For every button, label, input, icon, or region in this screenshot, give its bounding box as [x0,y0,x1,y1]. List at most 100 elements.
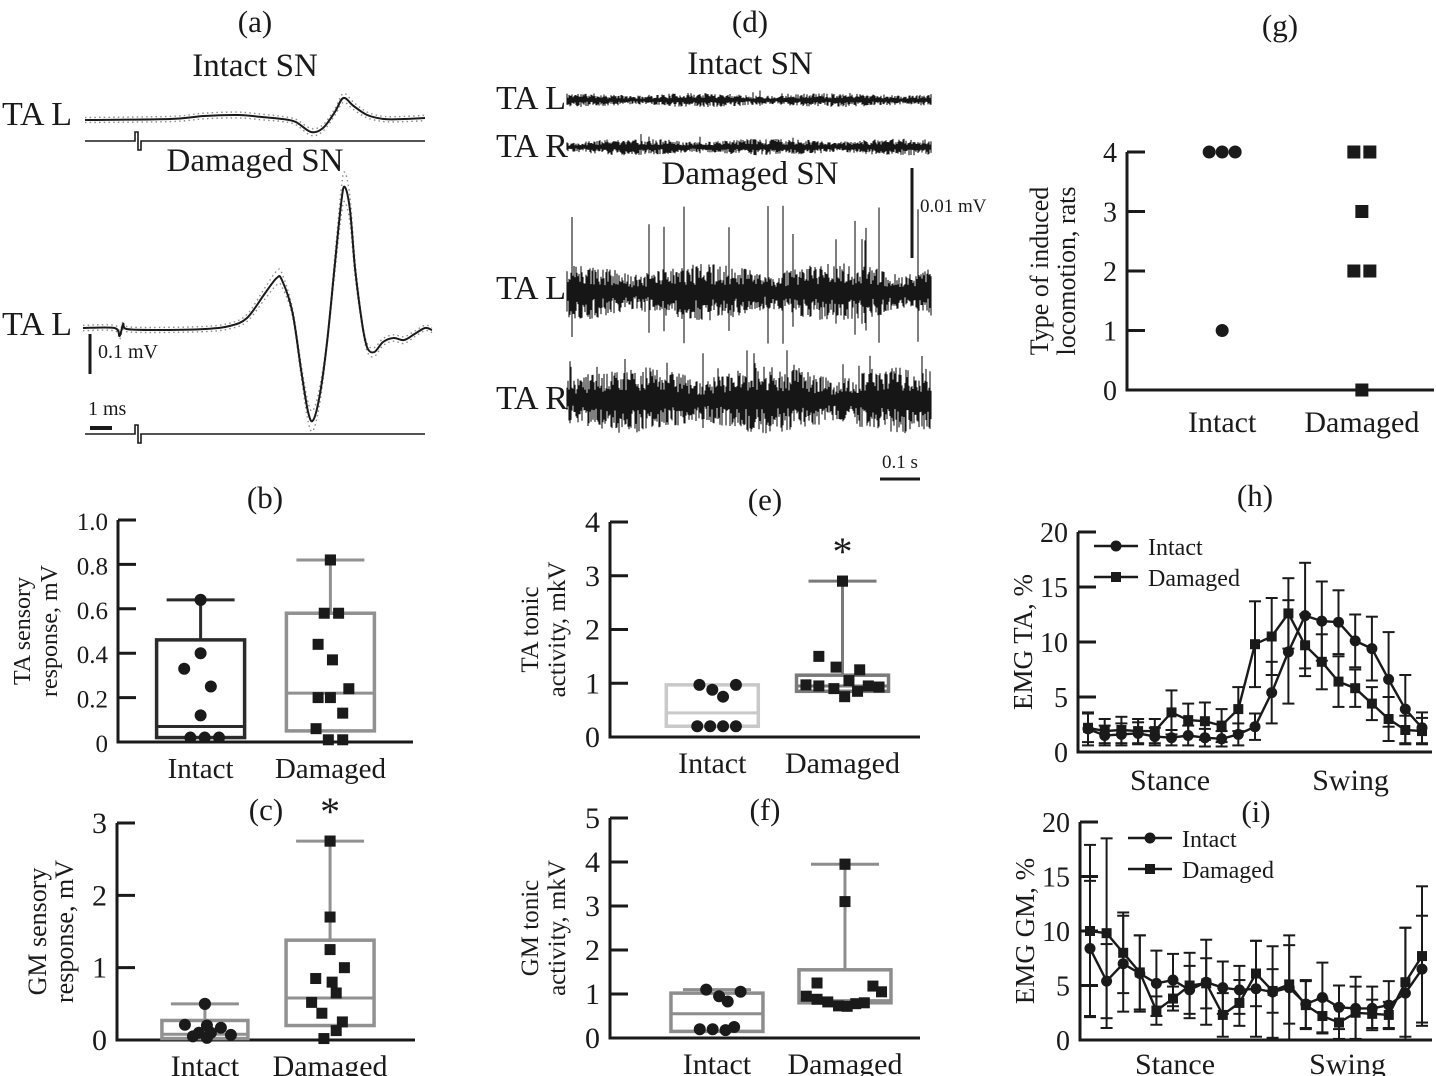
data-point-square [1085,926,1095,936]
data-point-circle [1215,145,1229,159]
data-point-circle [713,990,726,1003]
panel-f-chart: 0 1 2 3 4 5 GM tonic activity, mkV Intact Damaged [517,802,920,1076]
data-point-circle [198,731,211,744]
y-tick-label: 5 [585,802,600,835]
evoked-trace [82,185,433,423]
trace-label-ta-l: TA L [2,306,72,343]
panel-b-chart: 0 0.2 0.4 0.6 0.8 1.0 TA sensory response, mV In… [10,509,413,785]
data-point-square [337,734,349,746]
axis [116,520,413,744]
data-point-square [336,1016,348,1028]
category-label: Intact [678,747,747,780]
data-point-circle [691,720,704,733]
data-point-square [1234,997,1245,1008]
data-point-square [1355,205,1369,218]
data-point-square [1250,639,1260,650]
data-point-circle [1316,991,1328,1003]
data-point-square [850,998,862,1010]
emg-trace [566,134,932,156]
data-point-square [1168,993,1178,1004]
x-phase-label: Stance [1130,764,1210,797]
panel-a-letter: (a) [237,4,273,39]
data-point-square [837,575,848,587]
panel-i: 0 5 10 15 20 EMG GM, % Stance Swing Intact Damage… [1010,780,1436,1076]
data-point-square [1217,1009,1228,1020]
y-tick-label: 5 [1056,972,1070,1003]
data-point-square [1145,864,1155,874]
box [284,938,376,1028]
data-point-circle [717,690,730,703]
y-tick-label: 4 [585,846,600,879]
data-point-circle [1182,730,1194,741]
data-point-square [876,986,888,998]
data-point-square [839,858,851,870]
data-point-square [318,1033,330,1045]
data-point-square [1367,1008,1378,1019]
legend-label: Intact [1148,535,1203,561]
trace-label-ta-l: TA L [2,96,72,133]
data-point-square [1334,1017,1344,1028]
data-point-circle [1110,540,1122,552]
data-point-square [1099,726,1110,737]
panel-h: 0 5 10 15 20 EMG TA, % Stance Swing Intact Damage… [1008,470,1436,797]
data-point-square [1363,264,1377,278]
data-point-circle [204,680,217,693]
y-tick-label: 1 [1103,317,1117,348]
data-point-square [1400,725,1411,735]
data-point-square [330,987,342,999]
data-point-square [800,990,812,1002]
category-label: Damaged [1304,406,1419,439]
data-point-square [873,681,885,693]
y-tick-label: 1 [92,952,107,985]
y-tick-label: 1.0 [77,509,108,536]
data-point-circle [1250,983,1262,995]
data-point-square [1116,725,1127,735]
data-point-circle [1266,687,1278,699]
data-point-square [1316,656,1327,667]
panel-i-letter: (i) [1241,794,1271,829]
data-point-square [343,683,355,695]
y-tick-label: 20 [1040,518,1068,549]
panel-a-traces [82,92,433,444]
data-point-circle [704,720,717,733]
data-point-square [322,734,334,746]
data-point-square [1333,676,1344,687]
y-tick-label: 1 [585,978,600,1011]
y-tick-label: 0 [1103,376,1117,407]
data-point-square [813,650,825,662]
data-point-circle [1299,610,1311,622]
legend-label: Intact [1182,827,1237,853]
data-point-square [338,962,350,974]
data-point-square [1216,720,1227,731]
data-point-square [1417,951,1427,962]
data-point-square [324,692,336,704]
legend-label: Damaged [1182,858,1274,884]
data-point-circle [1399,987,1411,999]
y-tick-label: 10 [1040,628,1068,659]
panel-e-chart: 0 1 2 3 4 TA tonic activity, mkV Intact * Damaged [517,506,920,780]
trace-label-ta-l: TA L [496,80,566,117]
data-point-square [1417,726,1427,737]
data-point-square [1251,968,1261,979]
data-point-circle [1199,732,1211,744]
significance-star: * [320,789,340,834]
panel-e: 0 1 2 3 4 TA tonic activity, mkV Intact * Damaged… [517,470,980,780]
y-axis-label: response, mV [50,860,79,1003]
data-point-circle [200,1031,213,1044]
data-point-square [326,976,338,988]
data-point-square [316,1007,328,1019]
data-point-circle [1399,703,1411,715]
y-tick-label: 0.6 [77,598,108,625]
y-axis-label: GM sensory [23,868,52,996]
x-phase-label: Swing [1309,1048,1386,1076]
scalebar-label-amplitude: 0.1 mV [98,341,158,363]
trace-envelope [82,171,433,412]
data-point-circle [706,1023,719,1036]
data-point-circle [1202,145,1216,159]
category-label: Damaged [273,1050,388,1076]
data-point-circle [1249,721,1261,733]
data-point-circle [1282,646,1294,658]
